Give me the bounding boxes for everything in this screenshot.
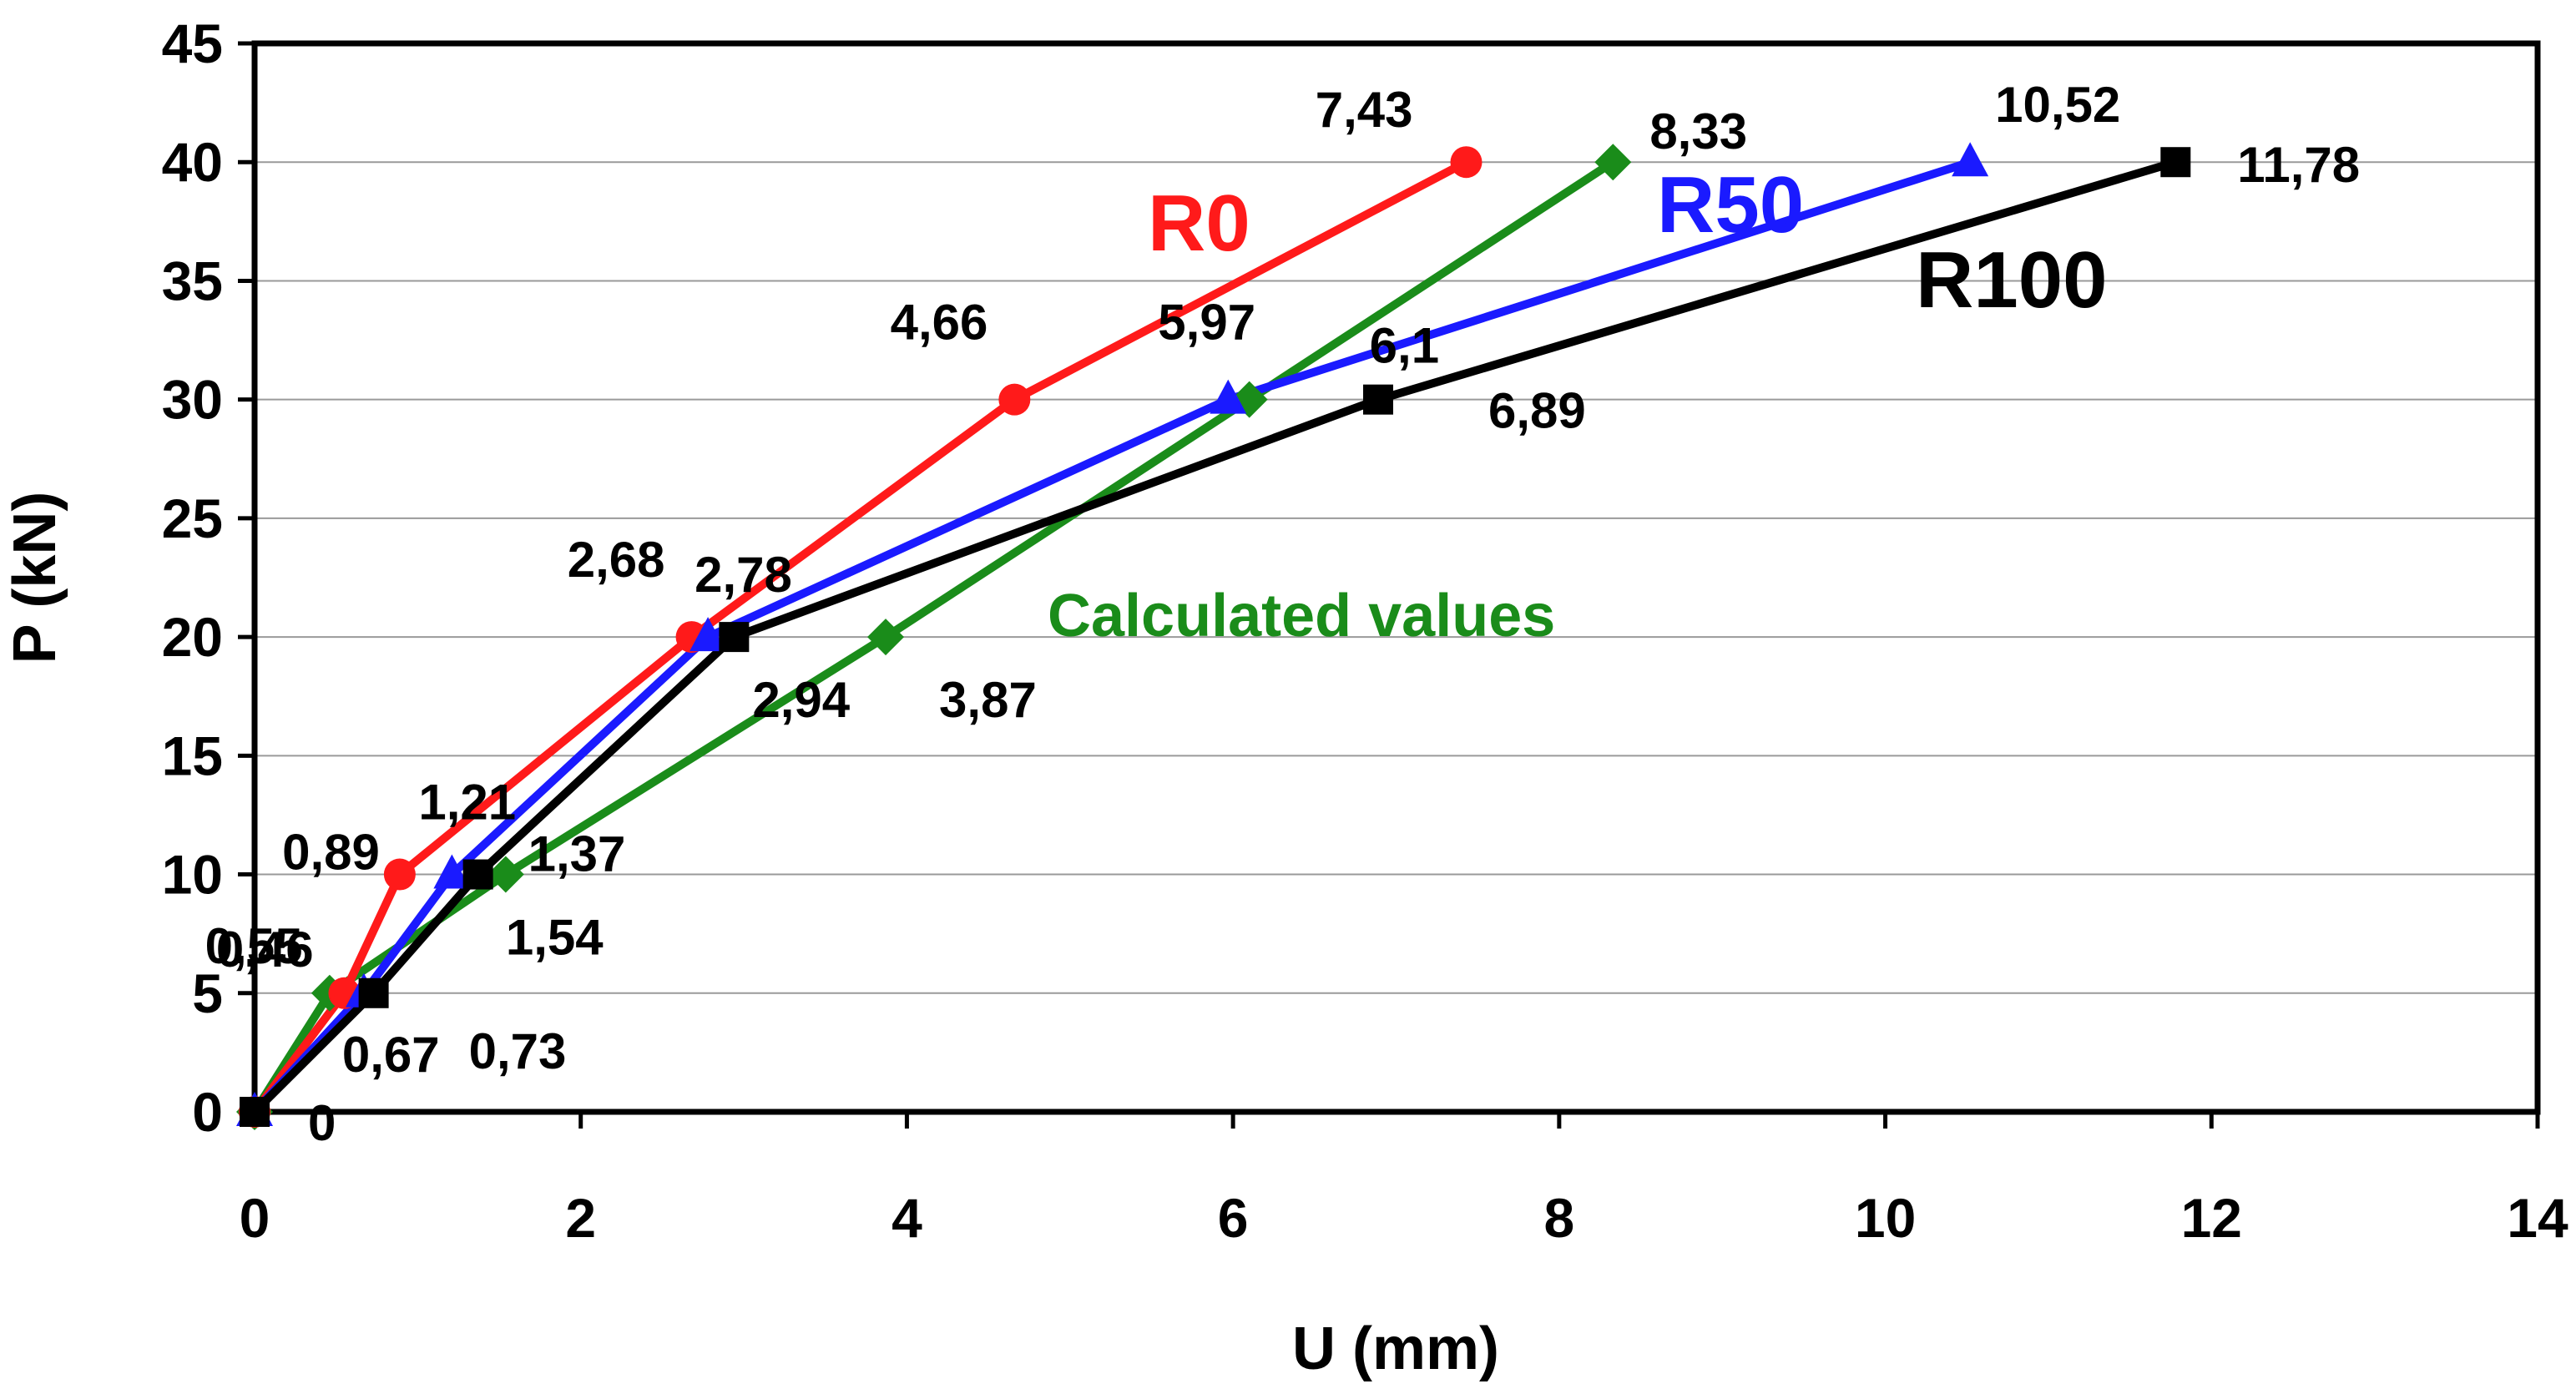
point-label-r50-2: 1,21 [418,775,516,831]
marker-r0-2 [383,858,416,891]
point-label-r50-3: 2,78 [695,547,792,603]
gridlines [255,161,2538,994]
y-tick-label-35: 35 [162,250,223,311]
marker-calculated-values-2 [487,856,524,893]
point-label-r0-4: 4,66 [891,295,988,351]
point-label-r100-5: 11,78 [2237,137,2360,193]
point-label-r50-4: 5,97 [1158,295,1255,351]
x-tick-label-0: 0 [240,1187,270,1249]
series-labels: R0 R50 R100 Calculated values [1048,160,2108,649]
marker-r0-4 [998,383,1031,416]
series-line-r0 [251,158,1468,1115]
series-label-r0: R0 [1148,179,1250,268]
point-labels: 0,55 0,89 2,68 4,66 7,43 0,67 1,21 2,78 5,97 10,5… [205,77,2360,1151]
point-label-r0-5: 7,43 [1316,82,1413,138]
point-label-r100-2: 1,37 [528,826,626,882]
x-tick-label-14: 14 [2507,1187,2568,1249]
series-label-r50: R50 [1657,160,1804,250]
point-label-calculated-values-4: 6,1 [1370,318,1439,374]
marker-r100-5 [2160,147,2191,178]
x-tick-label-10: 10 [1855,1187,1916,1249]
point-label-r100-1: 0,73 [469,1023,567,1079]
x-tick-label-2: 2 [565,1187,596,1249]
series-lines [250,158,2177,1115]
x-tick-label-4: 4 [891,1187,922,1249]
marker-r100-2 [462,859,493,890]
x-axis-title: U (mm) [1292,1316,1499,1382]
series-line-r50 [251,158,1972,1115]
point-label-r50-1: 0,67 [342,1027,440,1083]
marker-r50-3 [689,617,727,652]
x-tick-label-8: 8 [1543,1187,1574,1249]
point-label-r100-4: 6,89 [1488,383,1586,439]
y-tick-label-40: 40 [162,131,223,193]
marker-r100-1 [358,977,389,1008]
point-label-calculated-values-5: 8,33 [1649,104,1747,159]
marker-r100-3 [719,622,750,653]
marker-r50-4 [1210,379,1247,414]
y-axis-title: P (kN) [2,492,68,664]
marker-calculated-values-3 [867,619,905,656]
x-tick-label-12: 12 [2181,1187,2242,1249]
marker-calculated-values-5 [1594,144,1632,181]
marker-r100-0 [240,1097,270,1127]
series-line-calculated-values [250,159,1616,1114]
point-label-calculated-values-3: 3,87 [939,672,1037,728]
axis-ticks: 0 5 10 15 20 25 30 35 40 45 0 2 4 6 8 10 12 14 [162,13,2568,1249]
y-tick-label-5: 5 [192,962,223,1024]
marker-r50-5 [1952,142,1989,177]
point-label-r0-3: 2,68 [568,532,665,588]
series-label-r100: R100 [1916,235,2108,325]
plot-area-frame [251,40,2541,1115]
series-label-calculated-values: Calculated values [1048,583,1555,649]
y-tick-label-20: 20 [162,606,223,668]
point-label-r50-5: 10,52 [1995,77,2120,133]
y-tick-label-25: 25 [162,487,223,549]
point-label-r0-2: 0,89 [282,825,380,881]
point-label-r0-1: 0,55 [205,918,303,974]
series-markers [236,142,2191,1130]
y-tick-label-10: 10 [162,844,223,906]
y-tick-label-45: 45 [162,13,223,74]
marker-r50-2 [433,854,471,889]
y-tick-label-0: 0 [192,1081,223,1143]
marker-r0-5 [1450,146,1482,179]
point-label-calculated-values-1: 0,46 [216,922,314,977]
y-tick-label-30: 30 [162,369,223,431]
point-label-r100-3: 2,94 [752,672,850,728]
marker-r100-4 [1363,384,1394,415]
y-tick-label-15: 15 [162,725,223,786]
series-line-r100 [251,158,2177,1115]
point-label-calculated-values-2: 1,54 [506,910,604,966]
x-tick-label-6: 6 [1218,1187,1249,1249]
point-label-r100-0: 0 [308,1095,336,1151]
